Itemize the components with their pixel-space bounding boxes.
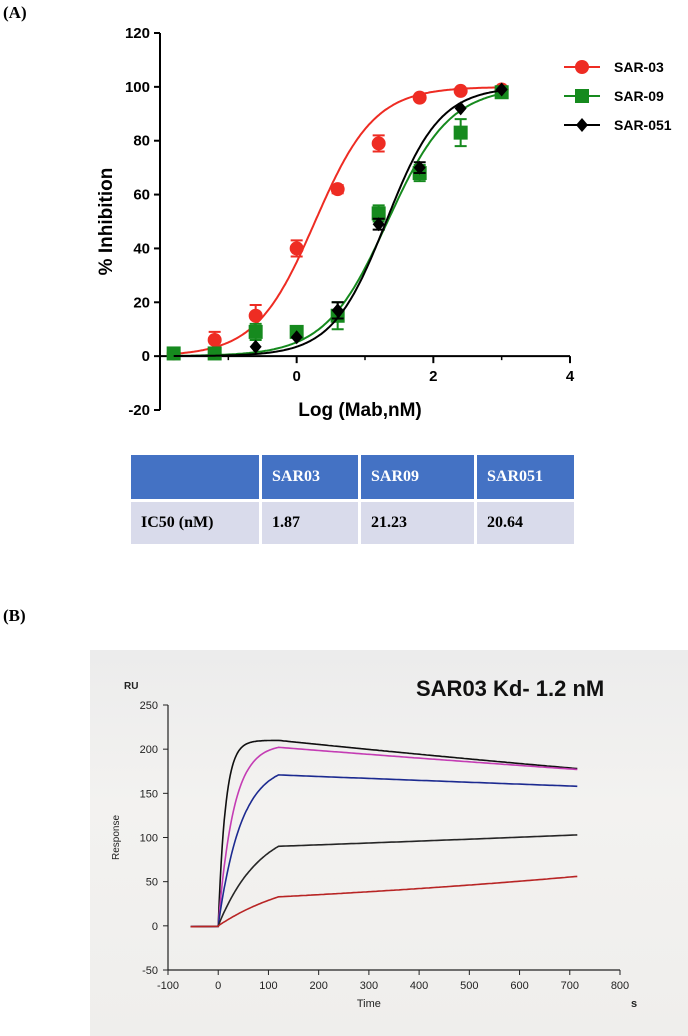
- table-header-sar051: SAR051: [477, 455, 574, 499]
- y-tick-label: -50: [142, 965, 158, 977]
- x-unit-label: s: [631, 998, 637, 1010]
- x-tick-label: 300: [360, 980, 378, 992]
- data-point: [412, 90, 427, 105]
- y-tick-label: 80: [133, 133, 150, 150]
- ic50-row-label: IC50 (nM): [131, 502, 259, 544]
- data-point: [249, 339, 262, 354]
- x-tick-label: 600: [510, 980, 528, 992]
- x-tick-label: 400: [410, 980, 428, 992]
- data-point: [207, 332, 222, 347]
- x-tick-label: 2: [429, 368, 437, 385]
- y-tick-label: 150: [140, 788, 158, 800]
- table-header-row: SAR03 SAR09 SAR051: [131, 455, 574, 499]
- legend-label: SAR-03: [614, 59, 664, 75]
- x-tick-label: 700: [561, 980, 579, 992]
- legend-label: SAR-051: [614, 117, 672, 133]
- ic50-table: SAR03 SAR09 SAR051 IC50 (nM) 1.87 21.23 …: [128, 452, 577, 547]
- y-tick-label: 100: [140, 833, 158, 845]
- x-axis-label: Time: [357, 998, 381, 1010]
- x-tick-label: 800: [611, 980, 629, 992]
- data-point: [454, 101, 467, 116]
- data-point: [495, 82, 508, 97]
- panel-a-label: (A): [3, 3, 27, 22]
- sensorgram-curve: [190, 774, 578, 928]
- table-header-empty: [131, 455, 259, 499]
- panel-b-label: (B): [3, 606, 26, 625]
- data-point: [413, 160, 426, 175]
- data-point: [248, 308, 263, 323]
- y-tick-label: 200: [140, 744, 158, 756]
- y-tick-label: 40: [133, 240, 150, 257]
- x-tick-label: 0: [292, 368, 300, 385]
- y-tick-label: 50: [146, 877, 158, 889]
- data-point: [207, 346, 222, 361]
- sensorgram-curve: [190, 739, 578, 928]
- x-tick-label: 200: [309, 980, 327, 992]
- legend-marker: [575, 89, 589, 103]
- y-axis-label: % Inhibition: [96, 168, 117, 276]
- data-point: [371, 206, 386, 221]
- data-point: [290, 330, 303, 345]
- data-point: [371, 136, 386, 151]
- y-tick-label: 0: [142, 348, 150, 365]
- data-point: [289, 241, 304, 256]
- legend-marker: [575, 60, 589, 74]
- y-tick-label: 60: [133, 187, 150, 204]
- table-header-sar09: SAR09: [361, 455, 474, 499]
- y-tick-label: -20: [128, 402, 150, 419]
- sensorgram-curve: [190, 834, 578, 928]
- y-tick-label: 100: [125, 79, 150, 96]
- data-point: [453, 125, 468, 140]
- y-tick-label: 250: [140, 700, 158, 712]
- dose-response-chart: -20 0 20 40 60 80 100 120 0 2 4 Log (Mab,nM) % Inhib…: [96, 25, 672, 421]
- y-tick-label: 20: [133, 294, 150, 311]
- table-row: IC50 (nM) 1.87 21.23 20.64: [131, 502, 574, 544]
- y-axis-label: Response: [111, 815, 122, 860]
- ic50-value-sar03: 1.87: [262, 502, 358, 544]
- legend-label: SAR-09: [614, 88, 664, 104]
- data-point: [330, 182, 345, 197]
- data-point: [248, 324, 263, 339]
- ic50-value-sar051: 20.64: [477, 502, 574, 544]
- y-tick-label: 120: [125, 25, 150, 42]
- x-tick-label: 100: [259, 980, 277, 992]
- x-tick-label: 500: [460, 980, 478, 992]
- data-point: [453, 83, 468, 98]
- sensorgram-curve: [190, 746, 578, 928]
- x-axis-label: Log (Mab,nM): [298, 400, 421, 421]
- x-tick-label: 4: [566, 368, 575, 385]
- ic50-value-sar09: 21.23: [361, 502, 474, 544]
- table-header-sar03: SAR03: [262, 455, 358, 499]
- y-tick-label: 0: [152, 921, 158, 933]
- data-point: [331, 303, 344, 318]
- fit-curve: [173, 86, 502, 355]
- legend-marker: [576, 118, 588, 132]
- x-tick-label: 0: [215, 980, 221, 992]
- x-tick-label: -100: [157, 980, 179, 992]
- y-unit-label: RU: [124, 681, 138, 692]
- sensorgram-curve: [190, 875, 578, 928]
- data-point: [372, 217, 385, 232]
- chart-title: SAR03 Kd- 1.2 nM: [416, 676, 604, 701]
